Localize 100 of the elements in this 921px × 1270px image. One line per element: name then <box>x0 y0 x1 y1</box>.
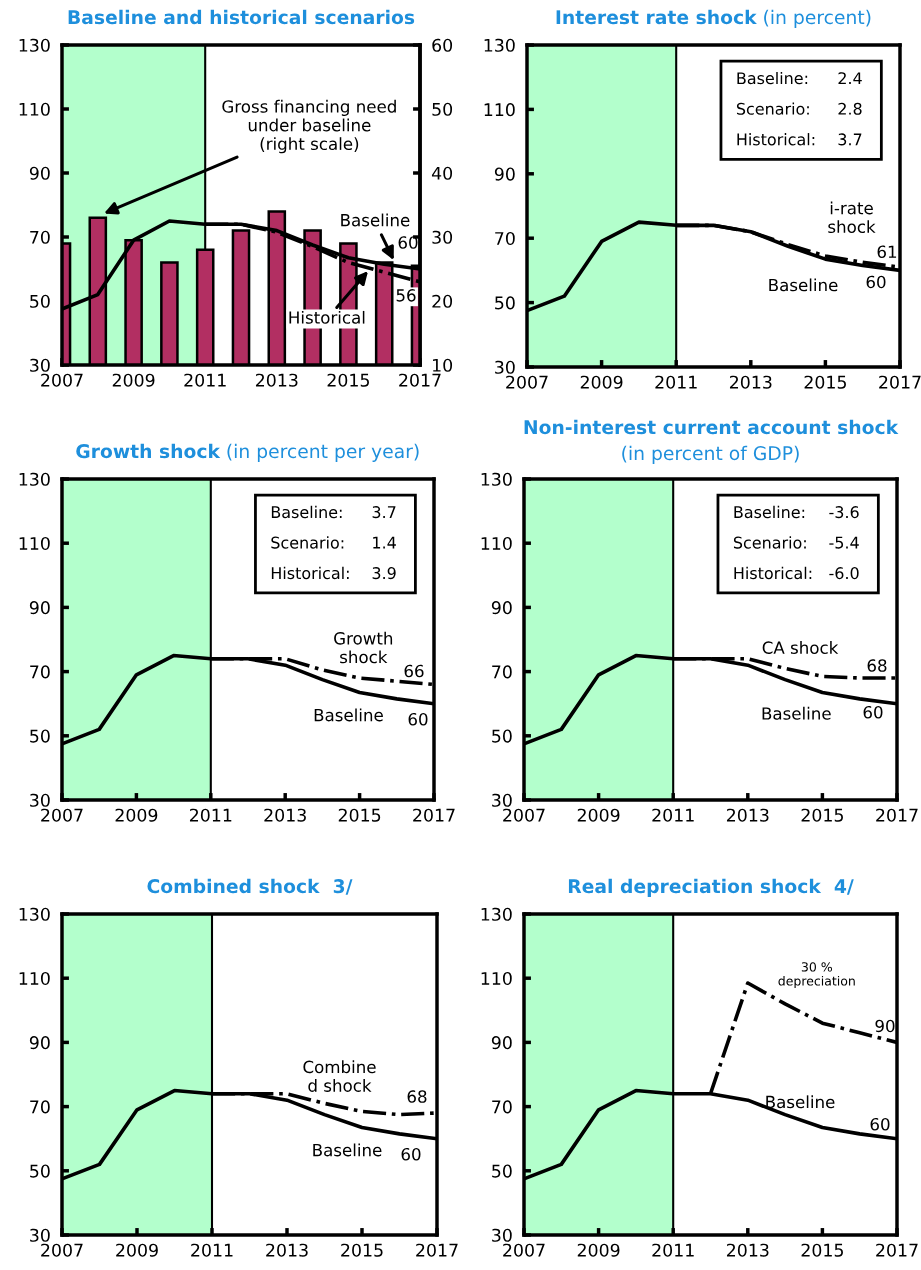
annotation: -6.0 <box>829 567 859 580</box>
annotation: Gross financing need under baseline (right scale) <box>222 99 396 154</box>
annotation: 2.4 <box>838 72 862 85</box>
annotation: 30 % depreciation <box>778 962 855 989</box>
y-tick-label: 70 <box>30 665 50 679</box>
x-tick-label: 2013 <box>726 1243 769 1257</box>
x-tick-label: 2017 <box>399 373 441 387</box>
annotation: 60 <box>870 1117 890 1131</box>
x-tick-label: 2015 <box>327 373 369 387</box>
x-tick-label: 2011 <box>184 373 226 387</box>
y-tick-label: 70 <box>492 665 512 679</box>
y-tick-label: 30 <box>495 360 515 374</box>
y-tick-label: 50 <box>495 296 515 310</box>
annotation: 1.4 <box>373 536 396 549</box>
x-tick-label: 2017 <box>416 1243 458 1257</box>
y2-tick-label: 50 <box>432 102 453 116</box>
annotation: Baseline <box>314 708 383 722</box>
x-tick-label: 2015 <box>801 1243 843 1257</box>
annotation: 60 <box>866 275 886 289</box>
y2-tick-label: 60 <box>432 38 453 52</box>
x-tick-label: 2017 <box>413 808 455 822</box>
annotation: Baseline <box>762 706 831 720</box>
annotation: Baseline <box>769 278 838 292</box>
x-tick-label: 2007 <box>503 808 545 822</box>
y-tick-label: 70 <box>495 231 515 246</box>
y-tick-label: 90 <box>491 1036 512 1050</box>
annotation: 66 <box>404 664 424 678</box>
x-tick-label: 2009 <box>115 808 158 822</box>
chart-subtitle: (in percent of GDP) <box>622 445 799 464</box>
x-tick-label: 2007 <box>503 1243 545 1257</box>
annotation: Scenario: <box>271 536 344 549</box>
x-tick-label: 2013 <box>729 375 772 389</box>
annotation: Scenario: <box>736 102 809 115</box>
y-tick-label: 130 <box>484 38 515 52</box>
y-tick-label: 90 <box>491 601 512 615</box>
y2-tick-label: 20 <box>432 294 453 308</box>
y-tick-label: 130 <box>19 38 50 52</box>
annotation: -3.6 <box>829 506 859 519</box>
annotation: Scenario: <box>733 536 806 549</box>
annotation: i-rate shock <box>828 201 876 234</box>
x-tick-label: 2017 <box>876 1243 918 1257</box>
x-tick-label: 2009 <box>577 1243 620 1257</box>
y-tick-label: 50 <box>30 294 50 308</box>
chart-title: Growth shock <box>76 443 221 459</box>
y-tick-label: 110 <box>19 971 50 986</box>
x-tick-label: 2017 <box>879 375 921 389</box>
annotation: Baseline: <box>271 505 342 519</box>
x-tick-label: 2007 <box>41 1243 83 1257</box>
x-tick-label: 2009 <box>577 808 620 822</box>
y-tick-label: 30 <box>30 358 50 372</box>
chart-subtitle: (in percent) <box>764 9 871 28</box>
annotation: 61 <box>877 245 897 259</box>
y-tick-label: 110 <box>481 536 512 551</box>
chart-title: Real depreciation shock 4/ <box>568 878 854 897</box>
x-tick-label: 2015 <box>338 808 381 822</box>
y-tick-label: 30 <box>30 1228 50 1242</box>
y-tick-label: 110 <box>481 971 512 986</box>
annotation: 56 <box>396 289 416 302</box>
x-tick-label: 2015 <box>804 375 846 389</box>
annotation: -5.4 <box>829 536 859 549</box>
annotation: 2.8 <box>838 102 862 115</box>
annotation: 60 <box>401 1147 421 1161</box>
x-tick-label: 2011 <box>655 375 697 389</box>
chart-title: Combined shock 3/ <box>147 878 353 895</box>
annotation: 60 <box>398 236 418 249</box>
x-tick-label: 2011 <box>189 808 232 822</box>
x-tick-label: 2007 <box>41 373 83 387</box>
y-tick-label: 110 <box>19 102 50 116</box>
annotation: 68 <box>407 1090 427 1103</box>
annotation: CA shock <box>762 641 839 654</box>
y-tick-label: 50 <box>492 1164 512 1178</box>
y-tick-label: 50 <box>30 729 50 743</box>
y-tick-label: 130 <box>481 907 512 921</box>
annotation: Baseline <box>313 1143 382 1157</box>
annotation: Baseline <box>341 213 410 227</box>
annotation: 3.7 <box>838 133 862 146</box>
annotation: Historical: <box>734 566 812 580</box>
x-tick-label: 2013 <box>726 808 769 822</box>
annotation: Historical <box>289 310 365 324</box>
y-tick-label: 70 <box>30 1100 50 1114</box>
annotation: Growth shock <box>334 631 393 664</box>
annotation: Baseline: <box>734 505 805 519</box>
annotation: 3.7 <box>372 506 396 519</box>
y-tick-label: 70 <box>30 230 50 244</box>
chart-title: Non-interest current account shock <box>524 419 899 435</box>
annotation: Historical: <box>737 133 815 146</box>
x-tick-label: 2013 <box>266 1243 308 1257</box>
y-tick-label: 90 <box>494 167 515 181</box>
annotation: Baseline <box>766 1095 835 1109</box>
x-tick-label: 2009 <box>112 373 155 387</box>
x-tick-label: 2011 <box>652 1243 694 1257</box>
x-tick-label: 2011 <box>652 808 694 822</box>
chart-subtitle: (in percent per year) <box>227 443 419 462</box>
annotation: 3.9 <box>372 567 396 580</box>
y-tick-label: 90 <box>29 166 50 180</box>
x-tick-label: 2007 <box>506 375 548 389</box>
annotation: 68 <box>867 659 887 672</box>
y-tick-label: 30 <box>30 793 50 807</box>
y-tick-label: 130 <box>19 907 50 921</box>
y-tick-label: 110 <box>19 536 50 551</box>
